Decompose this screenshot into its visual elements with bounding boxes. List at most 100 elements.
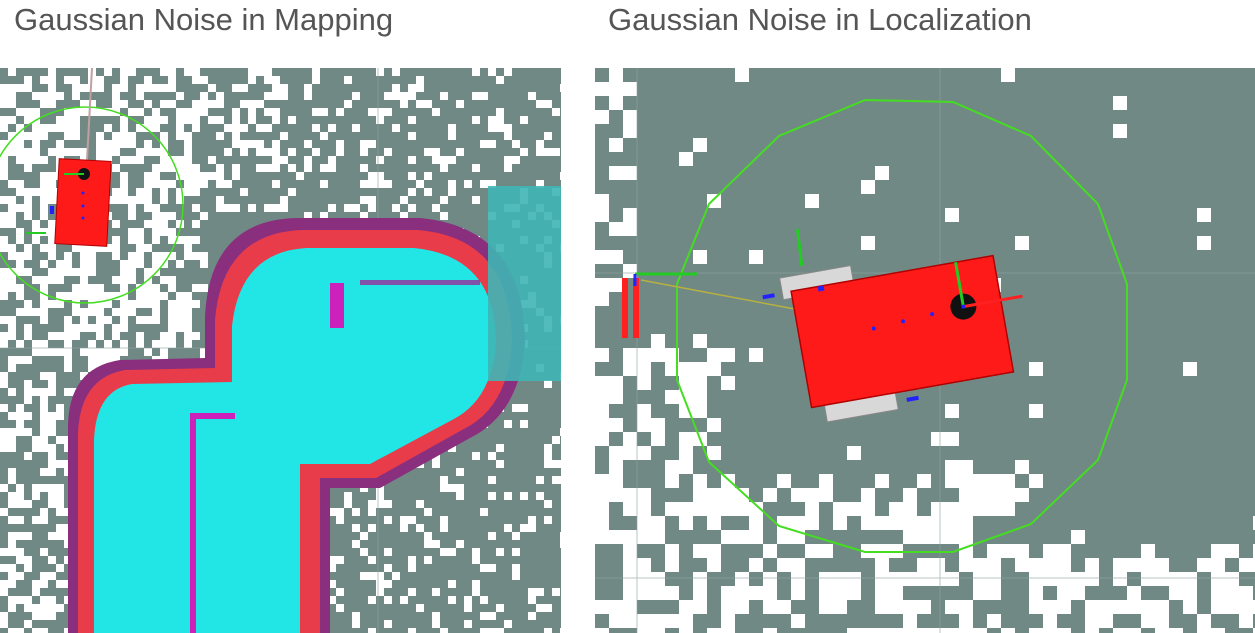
free-cell <box>456 100 464 108</box>
free-cell <box>8 140 16 148</box>
free-cell <box>0 580 8 588</box>
free-cell <box>80 100 88 108</box>
free-cell <box>64 316 72 324</box>
free-cell <box>665 502 679 516</box>
robot-icon[interactable] <box>0 68 184 304</box>
free-cell <box>136 236 144 244</box>
free-cell <box>609 96 623 110</box>
free-cell <box>8 324 16 332</box>
free-cell <box>595 418 609 432</box>
free-cell <box>488 628 496 633</box>
panel-title-localization: Gaussian Noise in Localization <box>608 2 1032 37</box>
free-cell <box>609 446 623 460</box>
free-cell <box>80 372 88 380</box>
free-cell <box>120 196 128 204</box>
free-cell <box>679 460 693 474</box>
free-cell <box>232 132 240 140</box>
free-cell <box>424 172 432 180</box>
free-cell <box>232 164 240 172</box>
free-cell <box>56 436 64 444</box>
free-cell <box>200 92 208 100</box>
free-cell <box>112 164 120 172</box>
free-cell <box>40 276 48 284</box>
free-cell <box>1057 586 1071 600</box>
free-cell <box>16 308 24 316</box>
free-cell <box>120 100 128 108</box>
free-cell <box>32 388 40 396</box>
free-cell <box>48 252 56 260</box>
free-cell <box>104 356 112 364</box>
free-cell <box>721 530 735 544</box>
free-cell <box>693 250 707 264</box>
free-cell <box>623 222 637 236</box>
free-cell <box>320 108 328 116</box>
free-cell <box>679 362 693 376</box>
free-cell <box>120 284 128 292</box>
free-cell <box>0 284 8 292</box>
free-cell <box>8 548 16 556</box>
free-cell <box>32 444 40 452</box>
mapping-viewport[interactable] <box>0 68 561 633</box>
free-cell <box>8 540 16 548</box>
free-cell <box>861 502 875 516</box>
free-cell <box>1001 502 1015 516</box>
free-cell <box>120 124 128 132</box>
free-cell <box>0 140 8 148</box>
free-cell <box>623 530 637 544</box>
free-cell <box>424 100 432 108</box>
free-cell <box>80 252 88 260</box>
free-cell <box>328 124 336 132</box>
free-cell <box>88 252 96 260</box>
free-cell <box>679 516 693 530</box>
free-cell <box>256 164 264 172</box>
free-cell <box>56 500 64 508</box>
free-cell <box>0 548 8 556</box>
free-cell <box>432 108 440 116</box>
free-cell <box>536 148 544 156</box>
localization-viewport[interactable] <box>595 68 1255 633</box>
free-cell <box>1127 586 1141 600</box>
free-cell <box>0 436 8 444</box>
free-cell <box>707 628 721 633</box>
free-cell <box>1141 544 1155 558</box>
free-cell <box>777 600 791 614</box>
free-cell <box>1071 530 1085 544</box>
free-cell <box>1197 614 1211 628</box>
free-cell <box>192 108 200 116</box>
free-cell <box>152 84 160 92</box>
free-cell <box>440 92 448 100</box>
free-cell <box>472 548 480 556</box>
free-cell <box>32 348 40 356</box>
free-cell <box>1197 236 1211 250</box>
free-cell <box>8 388 16 396</box>
free-cell <box>440 476 448 484</box>
free-cell <box>520 524 528 532</box>
free-cell <box>544 460 552 468</box>
free-cell <box>144 316 152 324</box>
free-cell <box>280 156 288 164</box>
free-cell <box>1127 558 1141 572</box>
free-cell <box>48 468 56 476</box>
free-cell <box>160 140 168 148</box>
free-cell <box>160 84 168 92</box>
free-cell <box>376 572 384 580</box>
robot-icon[interactable] <box>752 193 1038 429</box>
free-cell <box>40 396 48 404</box>
free-cell <box>136 148 144 156</box>
free-cell <box>0 564 8 572</box>
free-cell <box>8 212 16 220</box>
free-cell <box>0 236 8 244</box>
free-cell <box>24 604 32 612</box>
free-cell <box>72 148 80 156</box>
free-cell <box>144 220 152 228</box>
free-cell <box>1169 628 1183 633</box>
free-cell <box>8 196 16 204</box>
free-cell <box>945 572 959 586</box>
free-cell <box>152 340 160 348</box>
free-cell <box>256 68 264 76</box>
free-cell <box>721 600 735 614</box>
free-cell <box>0 100 8 108</box>
free-cell <box>104 340 112 348</box>
free-cell <box>368 596 376 604</box>
free-cell <box>1197 628 1211 633</box>
